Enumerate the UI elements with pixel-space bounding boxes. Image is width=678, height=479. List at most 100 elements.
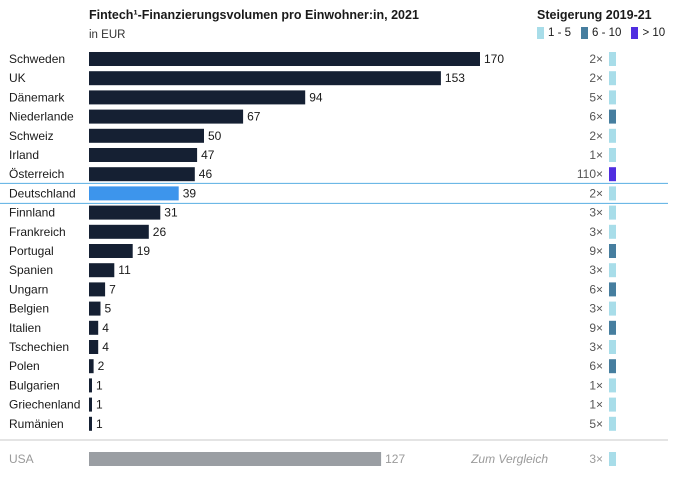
growth-label: 6×	[589, 359, 603, 373]
bar	[89, 282, 106, 297]
value-label: 153	[445, 71, 465, 85]
growth-indicator	[609, 128, 616, 143]
growth-indicator	[609, 301, 616, 316]
bar	[89, 90, 306, 105]
reference-value-label: 127	[385, 452, 405, 466]
legend-label-high: > 10	[642, 27, 666, 39]
legend-item-mid: 6 - 10	[581, 27, 621, 39]
growth-indicator	[609, 416, 616, 431]
category-label: Österreich	[9, 167, 64, 181]
growth-label: 1×	[589, 378, 603, 392]
reference-bar	[89, 452, 382, 466]
bar	[89, 263, 115, 278]
growth-label: 2×	[589, 186, 603, 200]
growth-title: Steigerung 2019-21	[537, 8, 652, 22]
category-label: Schweiz	[9, 129, 54, 143]
growth-indicator	[609, 224, 616, 239]
reference-growth-indicator	[609, 452, 616, 466]
value-label: 67	[247, 110, 261, 124]
growth-indicator	[609, 71, 616, 86]
growth-label: 2×	[589, 129, 603, 143]
value-label: 7	[109, 282, 116, 296]
legend-swatch-low	[537, 27, 544, 39]
value-label: 2	[98, 359, 105, 373]
value-label: 47	[201, 148, 215, 162]
growth-label: 3×	[589, 263, 603, 277]
category-label: Griechenland	[9, 398, 80, 412]
category-label: UK	[9, 71, 26, 85]
bar	[89, 378, 92, 393]
category-label: Spanien	[9, 263, 53, 277]
category-label: Finnland	[9, 206, 55, 220]
category-label: Schweden	[9, 52, 65, 66]
value-label: 50	[208, 129, 222, 143]
growth-label: 1×	[589, 398, 603, 412]
category-label: Frankreich	[9, 225, 66, 239]
category-label: Bulgarien	[9, 378, 60, 392]
legend-item-high: > 10	[631, 27, 665, 39]
value-label: 39	[183, 186, 197, 200]
growth-indicator	[609, 397, 616, 412]
growth-indicator	[609, 109, 616, 124]
category-label: Polen	[9, 359, 40, 373]
growth-legend: 1 - 5 6 - 10 > 10	[537, 27, 665, 39]
category-label: Tschechien	[9, 340, 69, 354]
bar	[89, 148, 198, 162]
value-label: 5	[105, 302, 112, 316]
bar	[89, 340, 99, 354]
bar	[89, 224, 149, 239]
reference-note: Zum Vergleich	[470, 452, 548, 466]
reference-growth-label: 3×	[589, 452, 603, 466]
bar	[89, 320, 99, 335]
growth-indicator	[609, 186, 616, 201]
growth-indicator	[609, 378, 616, 393]
growth-indicator	[609, 205, 616, 220]
bar	[89, 397, 92, 412]
growth-label: 3×	[589, 225, 603, 239]
category-label: Belgien	[9, 302, 49, 316]
growth-label: 6×	[589, 282, 603, 296]
bar	[89, 128, 204, 143]
growth-label: 3×	[589, 302, 603, 316]
growth-label: 9×	[589, 244, 603, 258]
category-label: Italien	[9, 321, 41, 335]
growth-indicator	[609, 167, 616, 182]
category-label: Dänemark	[9, 90, 65, 104]
bar	[89, 301, 101, 316]
value-label: 1	[96, 378, 103, 392]
growth-label: 1×	[589, 148, 603, 162]
growth-label: 3×	[589, 206, 603, 220]
bar	[89, 52, 480, 66]
category-label: Portugal	[9, 244, 54, 258]
legend-swatch-mid	[581, 27, 589, 39]
growth-indicator	[609, 282, 616, 297]
category-label: Deutschland	[9, 186, 76, 200]
bar	[89, 205, 161, 220]
bar	[89, 244, 133, 258]
growth-label: 5×	[589, 90, 603, 104]
value-label: 1	[96, 417, 103, 431]
growth-indicator	[609, 148, 616, 162]
growth-label: 2×	[589, 71, 603, 85]
growth-indicator	[609, 263, 616, 278]
value-label: 4	[102, 340, 109, 354]
growth-label: 5×	[589, 417, 603, 431]
chart-title: Fintech¹-Finanzierungsvolumen pro Einwoh…	[89, 8, 419, 22]
bar	[89, 109, 244, 124]
growth-label: 110×	[577, 167, 603, 181]
category-label: Niederlande	[9, 110, 74, 124]
value-label: 170	[484, 52, 504, 66]
growth-indicator	[609, 244, 616, 258]
value-label: 4	[102, 321, 109, 335]
category-label: Rumänien	[9, 417, 64, 431]
growth-indicator	[609, 320, 616, 335]
value-label: 94	[309, 90, 323, 104]
bar	[89, 71, 441, 86]
value-label: 19	[137, 244, 151, 258]
reference-label: USA	[9, 452, 34, 466]
bar	[89, 186, 179, 201]
growth-label: 2×	[589, 52, 603, 66]
legend-label-low: 1 - 5	[548, 27, 572, 39]
value-label: 46	[199, 167, 213, 181]
